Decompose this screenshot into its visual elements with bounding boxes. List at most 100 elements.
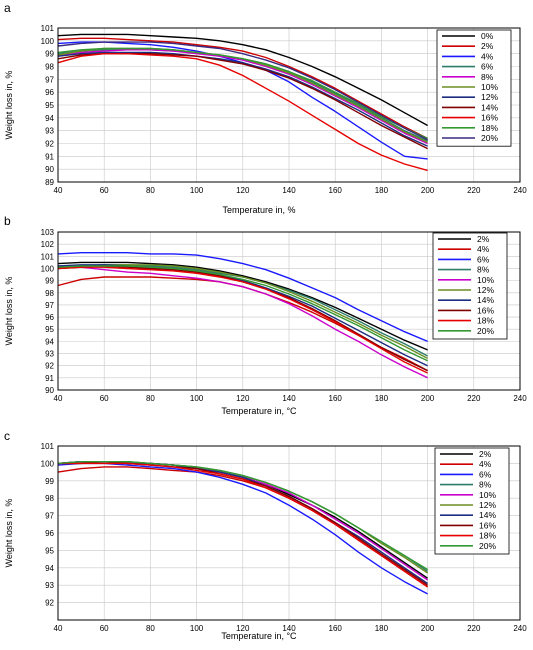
y-tick-label: 98 [45, 494, 54, 503]
legend-label: 12% [479, 500, 496, 510]
y-tick-label: 94 [45, 337, 54, 346]
legend-label: 2% [477, 234, 490, 244]
x-tick-label: 240 [513, 186, 527, 195]
y-tick-label: 99 [45, 50, 54, 59]
y-tick-label: 96 [45, 529, 54, 538]
series-line-8pct [57, 49, 428, 145]
panel-letter: c [4, 429, 10, 443]
series-group [57, 461, 428, 595]
legend-label: 0% [481, 31, 494, 41]
x-axis-label: Temperature in, °C [221, 631, 297, 641]
x-tick-label: 240 [513, 394, 527, 403]
x-tick-label: 220 [467, 394, 481, 403]
x-tick-label: 120 [236, 186, 250, 195]
legend-label: 18% [479, 531, 496, 541]
legend-label: 6% [479, 469, 492, 479]
y-tick-label: 90 [45, 165, 54, 174]
y-tick-label: 98 [45, 63, 54, 72]
series-line-2pct [57, 37, 428, 140]
y-tick-label: 97 [45, 512, 54, 521]
legend-label: 4% [477, 244, 490, 254]
y-tick-label: 90 [45, 386, 54, 395]
x-tick-label: 160 [329, 186, 343, 195]
plot-frame [57, 231, 521, 391]
y-tick-label: 101 [41, 252, 55, 261]
legend-label: 12% [477, 285, 494, 295]
y-tick-label: 91 [45, 374, 54, 383]
panel-c: c 40 60 80 100 120 140 160 180 200 220 240 92 93 94 95 9… [4, 429, 527, 641]
series-line-18pct [58, 462, 428, 588]
y-tick-label: 91 [45, 152, 54, 161]
x-tick-label: 80 [146, 186, 155, 195]
x-tick-label: 140 [282, 394, 296, 403]
legend-label: 16% [481, 113, 498, 123]
legend-label: 12% [481, 92, 498, 102]
series-line-18pct [57, 47, 428, 140]
legend: 0%2%4%6%8%10%12%14%16%18%20% [436, 29, 512, 147]
legend-label: 4% [479, 459, 492, 469]
y-tick-label: 89 [45, 178, 54, 187]
y-tick-label: 93 [45, 581, 54, 590]
y-tick-label: 92 [45, 599, 54, 608]
legend: 2%4%6%8%10%12%14%16%18%20% [434, 447, 510, 555]
x-tick-label: 40 [54, 186, 63, 195]
x-tick-label: 160 [329, 394, 343, 403]
x-tick-label: 200 [421, 624, 435, 633]
series-line-12pct [57, 264, 428, 360]
x-tick-label: 200 [421, 186, 435, 195]
panel-b: b 40 60 80 100 120 140 160 180 200 220 240 90 91 92 93 9… [4, 214, 527, 416]
series-line-16pct [57, 53, 428, 172]
x-tick-label: 180 [375, 186, 389, 195]
x-tick-label: 200 [421, 394, 435, 403]
plot-frame [57, 27, 521, 183]
series-line-20pct [57, 265, 428, 362]
x-axis-label: Temperature in, % [222, 205, 295, 215]
y-tick-label: 100 [41, 37, 55, 46]
plot-frame [57, 445, 521, 621]
y-axis-label: Weight loss in, % [4, 277, 14, 346]
legend-label: 20% [477, 326, 494, 336]
x-tick-label: 160 [329, 624, 343, 633]
panel-letter: b [4, 214, 11, 228]
legend-label: 14% [481, 102, 498, 112]
x-tick-label: 60 [100, 624, 109, 633]
series-line-10pct [58, 266, 428, 379]
legend-label: 8% [479, 480, 492, 490]
y-tick-label: 92 [45, 362, 54, 371]
y-tick-label: 102 [41, 240, 55, 249]
x-tick-label: 140 [282, 624, 296, 633]
x-tick-label: 40 [54, 394, 63, 403]
legend-label: 6% [481, 62, 494, 72]
x-tick-label: 40 [54, 624, 63, 633]
y-tick-label: 95 [45, 325, 54, 334]
x-tick-label: 100 [190, 394, 204, 403]
legend-label: 10% [477, 275, 494, 285]
y-tick-label: 93 [45, 350, 54, 359]
x-tick-label: 120 [236, 394, 250, 403]
y-tick-label: 103 [41, 228, 55, 237]
x-tick-label: 220 [467, 186, 481, 195]
legend-label: 18% [481, 123, 498, 133]
panel-a: a 40 60 80 100 120 140 160 180 200 220 240 89 90 91 92 9… [4, 1, 527, 215]
x-tick-label: 180 [375, 394, 389, 403]
y-axis-label: Weight loss in, % [4, 71, 14, 140]
series-line-18pct [57, 266, 428, 374]
y-tick-label: 94 [45, 564, 54, 573]
y-tick-label: 101 [41, 24, 55, 33]
legend-label: 16% [477, 305, 494, 315]
legend-label: 18% [477, 316, 494, 326]
y-tick-label: 96 [45, 88, 54, 97]
x-tick-label: 60 [100, 394, 109, 403]
y-tick-label: 93 [45, 127, 54, 136]
legend-label: 14% [477, 295, 494, 305]
legend-box [436, 29, 512, 147]
y-tick-label: 97 [45, 301, 54, 310]
series-line-2pct [57, 261, 428, 351]
series-line-12pct [57, 51, 428, 147]
legend-label: 2% [481, 41, 494, 51]
legend-label: 20% [481, 133, 498, 143]
y-tick-label: 100 [41, 264, 55, 273]
series-group [57, 33, 428, 172]
legend: 2%4%6%8%10%12%14%16%18%20% [432, 232, 508, 340]
